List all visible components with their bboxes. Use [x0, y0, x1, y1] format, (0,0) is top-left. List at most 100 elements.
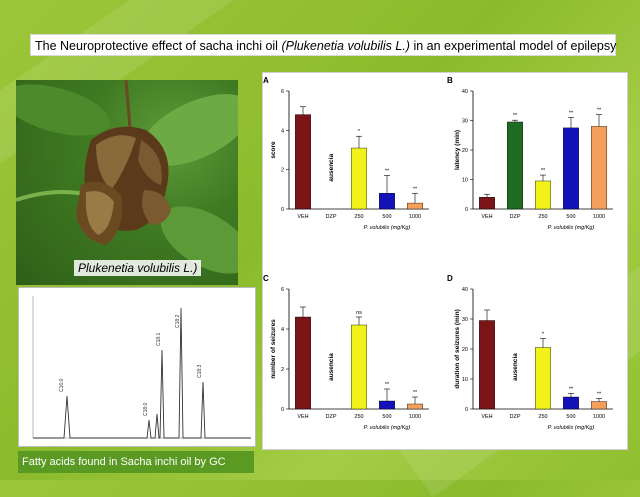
- bar-annotation: ausencia: [328, 153, 335, 181]
- significance-mark: **: [413, 186, 418, 192]
- x-tick-label: DZP: [510, 414, 521, 420]
- x-tick-label: VEH: [297, 214, 308, 220]
- gc-trace: [33, 307, 251, 439]
- significance-mark: **: [597, 108, 602, 114]
- y-tick-label: 30: [462, 317, 468, 323]
- title-italic: (Plukenetia volubilis L.): [281, 39, 410, 53]
- bar: [351, 324, 367, 410]
- significance-mark: **: [513, 113, 518, 119]
- bar: [295, 316, 311, 410]
- bar: [591, 401, 607, 410]
- bar: [407, 202, 423, 210]
- bar: [407, 403, 423, 410]
- x-tick-label: 250: [354, 414, 363, 420]
- bar: [507, 121, 523, 210]
- plant-photo: Plukenetia volubilis L.): [16, 80, 238, 285]
- y-tick-label: 0: [465, 207, 468, 213]
- x-tick-label: 1000: [593, 214, 605, 220]
- bar: [535, 347, 551, 410]
- y-axis-label: score: [270, 141, 277, 159]
- y-tick-label: 0: [281, 207, 284, 213]
- x-tick-label: VEH: [297, 414, 308, 420]
- y-tick-label: 40: [462, 89, 468, 95]
- slide-title: The Neuroprotective effect of sacha inch…: [30, 34, 616, 56]
- y-axis-label: number of seizures: [270, 319, 277, 379]
- x-tick-label: 1000: [593, 414, 605, 420]
- significance-mark: **: [385, 169, 390, 175]
- x-tick-label: 500: [566, 214, 575, 220]
- significance-mark: ns: [356, 310, 362, 316]
- x-tick-label: 500: [382, 214, 391, 220]
- x-tick-label: 500: [382, 414, 391, 420]
- gc-peak-label: C18:0: [143, 402, 149, 416]
- y-tick-label: 0: [465, 407, 468, 413]
- x-tick-label: DZP: [326, 414, 337, 420]
- title-suffix: in an experimental model of epilepsy: [409, 39, 617, 53]
- bar: [563, 127, 579, 210]
- y-tick-label: 10: [462, 178, 468, 184]
- gc-caption: Fatty acids found in Sacha inchi oil by …: [18, 451, 254, 473]
- x-tick-label: 250: [538, 414, 547, 420]
- x-tick-label: VEH: [481, 414, 492, 420]
- y-tick-label: 30: [462, 119, 468, 125]
- y-tick-label: 40: [462, 287, 468, 293]
- bar: [563, 396, 579, 410]
- bar-charts: A0246scoreVEHausenciaDZP*250**500**1000P…: [263, 76, 613, 431]
- significance-mark: **: [541, 168, 546, 174]
- significance-mark: **: [413, 390, 418, 396]
- charts-panel: A 0 2 4 6 score VEH ausencia DZP * 250 ** 500 ** 1000 P…: [262, 72, 628, 450]
- x-axis-label: P. volubilis (mg/Kg): [548, 225, 595, 231]
- x-tick-label: VEH: [481, 214, 492, 220]
- significance-mark: **: [385, 382, 390, 388]
- significance-mark: *: [358, 129, 361, 135]
- bar: [351, 147, 367, 210]
- plant-illustration: [16, 80, 238, 274]
- y-tick-label: 20: [462, 148, 468, 154]
- gc-peak-label: C18:2: [175, 314, 181, 328]
- bar: [591, 126, 607, 210]
- x-tick-label: 500: [566, 414, 575, 420]
- bar: [379, 400, 395, 410]
- y-axis-label: duration of seizures (min): [454, 309, 461, 388]
- x-tick-label: 250: [538, 214, 547, 220]
- bar: [479, 320, 495, 410]
- x-axis-label: P. volubilis (mg/Kg): [364, 225, 411, 231]
- y-tick-label: 4: [281, 128, 284, 134]
- title-prefix: The Neuroprotective effect of sacha inch…: [35, 39, 282, 53]
- y-tick-label: 20: [462, 347, 468, 353]
- x-axis-label: P. volubilis (mg/Kg): [548, 425, 595, 431]
- gc-chromatogram-plot: C16:0 C18:0 C18:1 C18:2 C18:3: [32, 296, 251, 439]
- panel-letter: C: [263, 274, 269, 283]
- panel-letter: A: [263, 76, 269, 85]
- y-tick-label: 2: [281, 168, 284, 174]
- bar: [295, 114, 311, 210]
- y-tick-label: 10: [462, 377, 468, 383]
- significance-mark: *: [542, 332, 545, 338]
- gc-peak-label: C18:1: [156, 332, 162, 346]
- bar: [379, 193, 395, 210]
- x-axis-label: P. volubilis (mg/Kg): [364, 425, 411, 431]
- gc-peak-label: C16:0: [59, 378, 65, 392]
- gc-chromatogram: C16:0 C18:0 C18:1 C18:2 C18:3: [18, 287, 256, 447]
- x-tick-label: 1000: [409, 214, 421, 220]
- panel-letter: D: [447, 274, 453, 283]
- bar: [535, 180, 551, 210]
- y-tick-label: 6: [281, 89, 284, 95]
- photo-caption: Plukenetia volubilis L.): [74, 260, 202, 276]
- y-tick-label: 6: [281, 287, 284, 293]
- y-axis-label: latency (min): [454, 130, 461, 170]
- y-tick-label: 2: [281, 367, 284, 373]
- significance-mark: **: [569, 386, 574, 392]
- y-tick-label: 0: [281, 407, 284, 413]
- bar-annotation: ausencia: [328, 353, 335, 381]
- gc-peak-label: C18:3: [197, 364, 203, 378]
- x-tick-label: 250: [354, 214, 363, 220]
- x-tick-label: DZP: [326, 214, 337, 220]
- x-tick-label: 1000: [409, 414, 421, 420]
- bar: [479, 196, 495, 210]
- significance-mark: **: [597, 392, 602, 398]
- significance-mark: **: [569, 111, 574, 117]
- x-tick-label: DZP: [510, 214, 521, 220]
- y-tick-label: 4: [281, 327, 284, 333]
- bar-annotation: ausencia: [512, 353, 519, 381]
